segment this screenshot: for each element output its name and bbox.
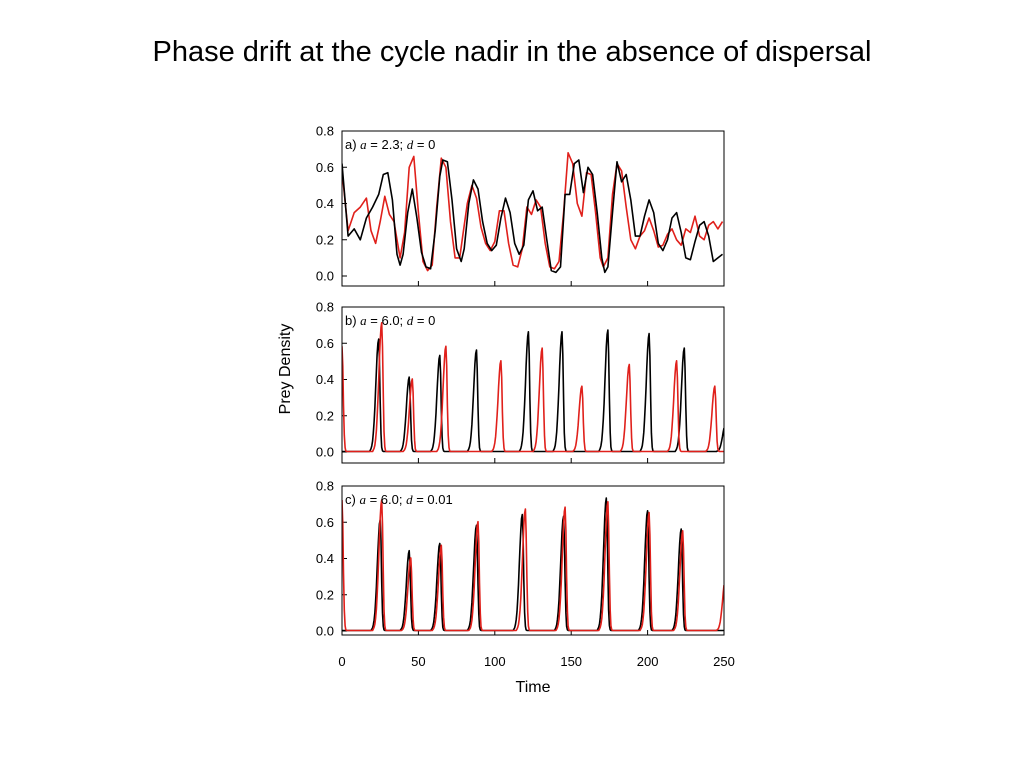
y-tick-label: 0.2 bbox=[316, 587, 334, 602]
panel-label: a) a = 2.3; d = 0 bbox=[345, 137, 435, 152]
x-tick-label: 250 bbox=[713, 654, 735, 669]
y-tick-label: 0.2 bbox=[316, 232, 334, 247]
panel-label: c) a = 6.0; d = 0.01 bbox=[345, 492, 453, 507]
series-black-line bbox=[342, 159, 723, 274]
y-tick-label: 0.0 bbox=[316, 624, 334, 639]
panel-frame bbox=[341, 130, 725, 287]
y-tick-label: 0.6 bbox=[316, 515, 334, 530]
slide-title: Phase drift at the cycle nadir in the ab… bbox=[152, 36, 872, 68]
series-black-line bbox=[342, 329, 724, 453]
series-black-line bbox=[342, 497, 724, 632]
y-tick-label: 0.4 bbox=[316, 551, 334, 566]
y-tick-label: 0.4 bbox=[316, 196, 334, 211]
panel-frame bbox=[341, 485, 725, 636]
x-tick-label: 100 bbox=[484, 654, 506, 669]
y-tick-label: 0.2 bbox=[316, 408, 334, 423]
x-tick-label: 50 bbox=[411, 654, 425, 669]
y-tick-label: 0.4 bbox=[316, 372, 334, 387]
series-red-line bbox=[342, 499, 724, 632]
y-axis-label: Prey Density bbox=[277, 324, 294, 415]
y-tick-label: 0.6 bbox=[316, 160, 334, 175]
panel-b: 0.0 0.2 0.4 0.6 0.8 b) a = 6.0; d = 0 bbox=[316, 300, 725, 464]
x-axis-label: Time bbox=[516, 679, 551, 696]
x-tick-label: 150 bbox=[560, 654, 582, 669]
y-tick-label: 0.8 bbox=[316, 300, 334, 315]
panel-c: 0.0 0.2 0.4 0.6 0.8 0 50 100 150 200 250 c) a = 6.0… bbox=[316, 479, 735, 670]
y-tick-label: 0.0 bbox=[316, 445, 334, 460]
series-red-line bbox=[342, 152, 724, 272]
panel-frame bbox=[341, 306, 725, 464]
y-tick-label: 0.8 bbox=[316, 124, 334, 139]
y-tick-label: 0.0 bbox=[316, 269, 334, 284]
y-tick-label: 0.6 bbox=[316, 336, 334, 351]
series-red-line bbox=[342, 322, 724, 453]
x-tick-label: 200 bbox=[637, 654, 659, 669]
panel-label: b) a = 6.0; d = 0 bbox=[345, 313, 435, 328]
y-tick-label: 0.8 bbox=[316, 479, 334, 494]
x-tick-label: 0 bbox=[338, 654, 345, 669]
panel-a: 0.0 0.2 0.4 0.6 0.8 a) a = 2.3; d = 0 bbox=[316, 124, 725, 287]
panels-group: 0.00.20.40.60.8a) a = 2.3; d = 00.00.20.… bbox=[316, 124, 735, 670]
